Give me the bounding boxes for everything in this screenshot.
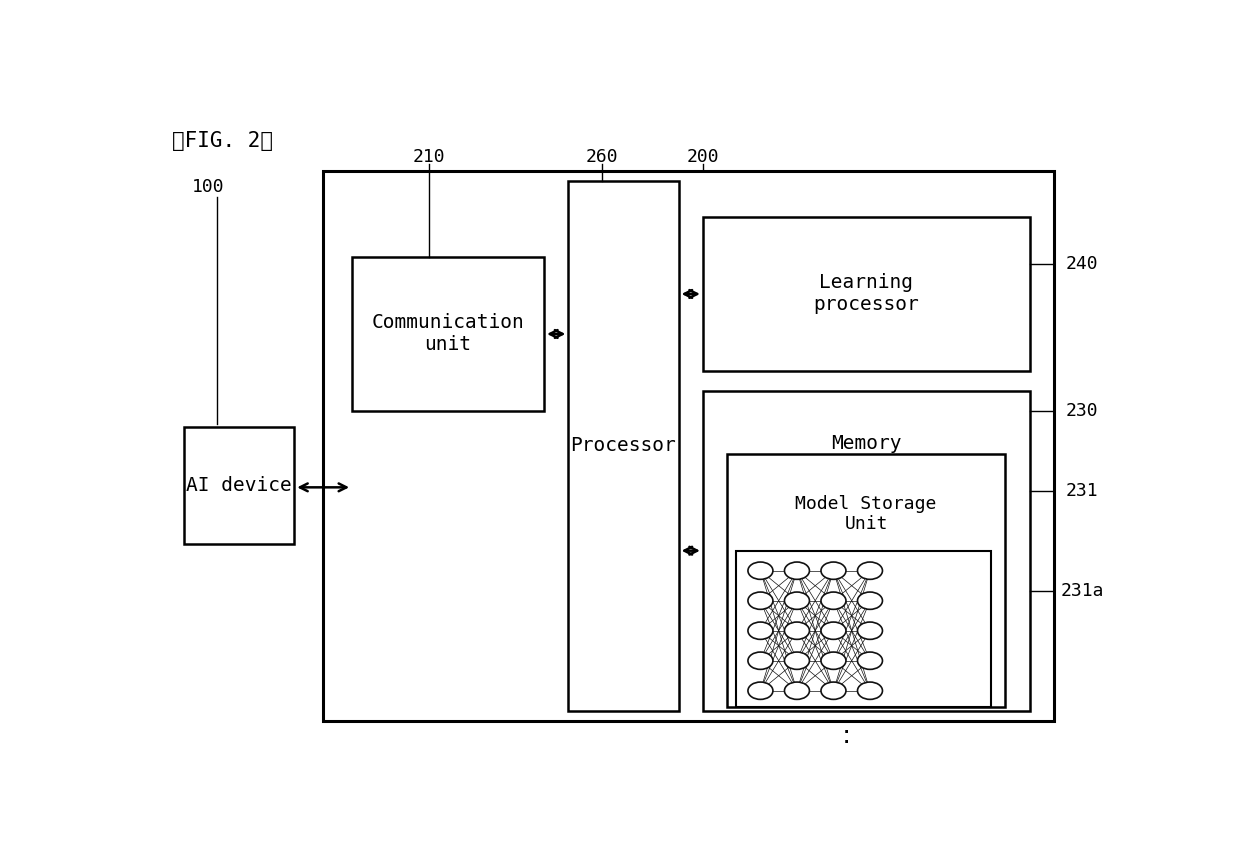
Text: 【FIG. 2】: 【FIG. 2】 <box>172 131 273 151</box>
Bar <box>703 217 1029 371</box>
Circle shape <box>858 652 883 669</box>
Text: 240: 240 <box>1066 255 1099 273</box>
Text: 260: 260 <box>585 148 619 166</box>
Circle shape <box>858 562 883 579</box>
Text: Processor: Processor <box>570 436 676 456</box>
Text: AI device: AI device <box>186 476 291 495</box>
Text: Memory: Memory <box>831 435 901 454</box>
Text: 231: 231 <box>1066 481 1099 500</box>
Circle shape <box>748 682 773 700</box>
Circle shape <box>785 652 810 669</box>
Circle shape <box>821 622 846 639</box>
Text: .: . <box>841 708 853 727</box>
Circle shape <box>858 622 883 639</box>
Circle shape <box>785 562 810 579</box>
Bar <box>568 181 678 711</box>
Circle shape <box>748 652 773 669</box>
Bar <box>352 257 544 410</box>
Text: 210: 210 <box>413 148 445 166</box>
Circle shape <box>821 682 846 700</box>
Circle shape <box>821 592 846 610</box>
Bar <box>703 391 1029 711</box>
Text: 231a: 231a <box>1060 582 1104 599</box>
Text: 230: 230 <box>1066 402 1099 420</box>
Bar <box>737 551 991 708</box>
Circle shape <box>858 682 883 700</box>
Circle shape <box>748 622 773 639</box>
Circle shape <box>785 682 810 700</box>
Bar <box>184 427 294 544</box>
Circle shape <box>858 592 883 610</box>
Circle shape <box>821 652 846 669</box>
Text: 100: 100 <box>191 178 224 197</box>
Text: .: . <box>841 727 853 747</box>
Bar <box>727 454 1006 708</box>
Circle shape <box>821 562 846 579</box>
Text: Model Storage
Unit: Model Storage Unit <box>795 494 937 533</box>
Text: .: . <box>841 717 853 737</box>
Circle shape <box>748 562 773 579</box>
Text: 200: 200 <box>687 148 719 166</box>
Circle shape <box>785 622 810 639</box>
Text: Communication
unit: Communication unit <box>372 313 525 354</box>
Text: Learning
processor: Learning processor <box>813 274 919 314</box>
Circle shape <box>785 592 810 610</box>
Circle shape <box>748 592 773 610</box>
Bar <box>324 171 1054 721</box>
